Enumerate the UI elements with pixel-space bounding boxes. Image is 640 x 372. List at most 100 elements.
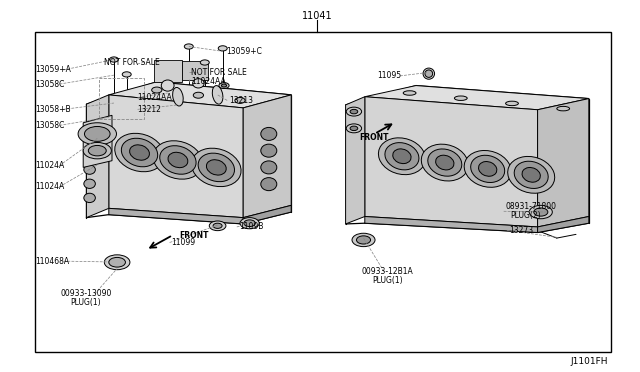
Ellipse shape bbox=[115, 133, 164, 172]
Circle shape bbox=[346, 107, 362, 116]
Text: 11024AA: 11024AA bbox=[191, 77, 225, 86]
Text: 00933-12B1A: 00933-12B1A bbox=[362, 267, 413, 276]
Polygon shape bbox=[109, 95, 243, 218]
Circle shape bbox=[213, 223, 222, 228]
Ellipse shape bbox=[160, 146, 196, 174]
Text: 00933-13090: 00933-13090 bbox=[61, 289, 112, 298]
Ellipse shape bbox=[84, 165, 95, 174]
Polygon shape bbox=[86, 95, 109, 218]
Text: 11024A: 11024A bbox=[35, 161, 65, 170]
Circle shape bbox=[534, 208, 548, 216]
Bar bbox=[154, 60, 182, 82]
Polygon shape bbox=[346, 97, 365, 224]
Circle shape bbox=[88, 145, 106, 156]
Ellipse shape bbox=[153, 141, 203, 179]
Circle shape bbox=[350, 126, 358, 131]
Text: 13273: 13273 bbox=[509, 226, 533, 235]
Ellipse shape bbox=[423, 68, 435, 79]
Circle shape bbox=[122, 72, 131, 77]
Ellipse shape bbox=[84, 193, 95, 202]
Text: 11095: 11095 bbox=[378, 71, 402, 80]
Text: 110468A: 110468A bbox=[35, 257, 69, 266]
Ellipse shape bbox=[470, 155, 505, 183]
Ellipse shape bbox=[161, 80, 174, 91]
Circle shape bbox=[209, 221, 226, 231]
Text: 08931-71800: 08931-71800 bbox=[506, 202, 557, 211]
Ellipse shape bbox=[191, 148, 241, 187]
Ellipse shape bbox=[393, 149, 411, 164]
Ellipse shape bbox=[130, 145, 149, 160]
Polygon shape bbox=[109, 208, 243, 224]
Circle shape bbox=[109, 257, 125, 267]
Circle shape bbox=[152, 87, 162, 93]
Polygon shape bbox=[83, 115, 112, 167]
Polygon shape bbox=[109, 82, 291, 108]
Text: PLUG(1): PLUG(1) bbox=[372, 276, 403, 285]
Text: 1109B: 1109B bbox=[239, 222, 263, 231]
Text: 13058+B: 13058+B bbox=[35, 105, 71, 114]
Text: 13058C: 13058C bbox=[35, 121, 65, 130]
Ellipse shape bbox=[506, 101, 518, 106]
Circle shape bbox=[235, 97, 245, 103]
Ellipse shape bbox=[403, 91, 416, 95]
Circle shape bbox=[84, 126, 110, 141]
Ellipse shape bbox=[168, 152, 188, 168]
Circle shape bbox=[193, 92, 204, 98]
Polygon shape bbox=[365, 97, 538, 227]
Ellipse shape bbox=[173, 87, 183, 106]
Polygon shape bbox=[365, 86, 589, 110]
Ellipse shape bbox=[84, 179, 95, 189]
Circle shape bbox=[352, 233, 375, 247]
Ellipse shape bbox=[261, 177, 277, 190]
Circle shape bbox=[104, 255, 130, 270]
Ellipse shape bbox=[425, 70, 433, 77]
Text: PLUG(1): PLUG(1) bbox=[70, 298, 101, 307]
Ellipse shape bbox=[421, 144, 468, 181]
Ellipse shape bbox=[385, 142, 419, 170]
Ellipse shape bbox=[122, 138, 157, 167]
Ellipse shape bbox=[454, 96, 467, 100]
Text: 13059+C: 13059+C bbox=[226, 47, 262, 56]
Circle shape bbox=[184, 44, 193, 49]
Text: 13058C: 13058C bbox=[35, 80, 65, 89]
Ellipse shape bbox=[557, 106, 570, 111]
Text: FRONT: FRONT bbox=[179, 231, 209, 240]
Text: PLUG(2): PLUG(2) bbox=[511, 211, 541, 220]
Circle shape bbox=[240, 218, 259, 229]
Circle shape bbox=[109, 57, 118, 62]
Circle shape bbox=[218, 46, 227, 51]
Circle shape bbox=[346, 124, 362, 133]
Text: J1101FH: J1101FH bbox=[570, 357, 608, 366]
Text: FRONT: FRONT bbox=[360, 133, 389, 142]
Ellipse shape bbox=[436, 155, 454, 170]
Bar bbox=[182, 61, 208, 80]
Circle shape bbox=[244, 220, 255, 227]
Polygon shape bbox=[243, 205, 291, 224]
Text: NOT FOR SALE: NOT FOR SALE bbox=[191, 68, 246, 77]
Text: 11024AA: 11024AA bbox=[138, 93, 172, 102]
Ellipse shape bbox=[198, 153, 234, 182]
Ellipse shape bbox=[514, 161, 548, 189]
Circle shape bbox=[356, 236, 371, 244]
Ellipse shape bbox=[378, 138, 426, 174]
Text: 13212: 13212 bbox=[138, 105, 161, 114]
Ellipse shape bbox=[207, 160, 226, 175]
Ellipse shape bbox=[84, 123, 95, 132]
Text: 11024A: 11024A bbox=[35, 182, 65, 191]
Ellipse shape bbox=[193, 79, 204, 88]
Ellipse shape bbox=[84, 137, 95, 146]
Ellipse shape bbox=[84, 151, 95, 160]
Circle shape bbox=[350, 109, 358, 114]
Ellipse shape bbox=[479, 161, 497, 176]
Circle shape bbox=[83, 142, 111, 159]
Polygon shape bbox=[365, 217, 538, 232]
Polygon shape bbox=[538, 99, 589, 227]
Circle shape bbox=[78, 123, 116, 145]
Ellipse shape bbox=[261, 128, 277, 141]
Text: 11041: 11041 bbox=[301, 11, 332, 20]
Bar bbox=[99, 78, 144, 119]
Text: NOT FOR SALE: NOT FOR SALE bbox=[104, 58, 159, 67]
Text: 13059+A: 13059+A bbox=[35, 65, 71, 74]
Circle shape bbox=[219, 83, 229, 89]
Circle shape bbox=[529, 205, 552, 219]
